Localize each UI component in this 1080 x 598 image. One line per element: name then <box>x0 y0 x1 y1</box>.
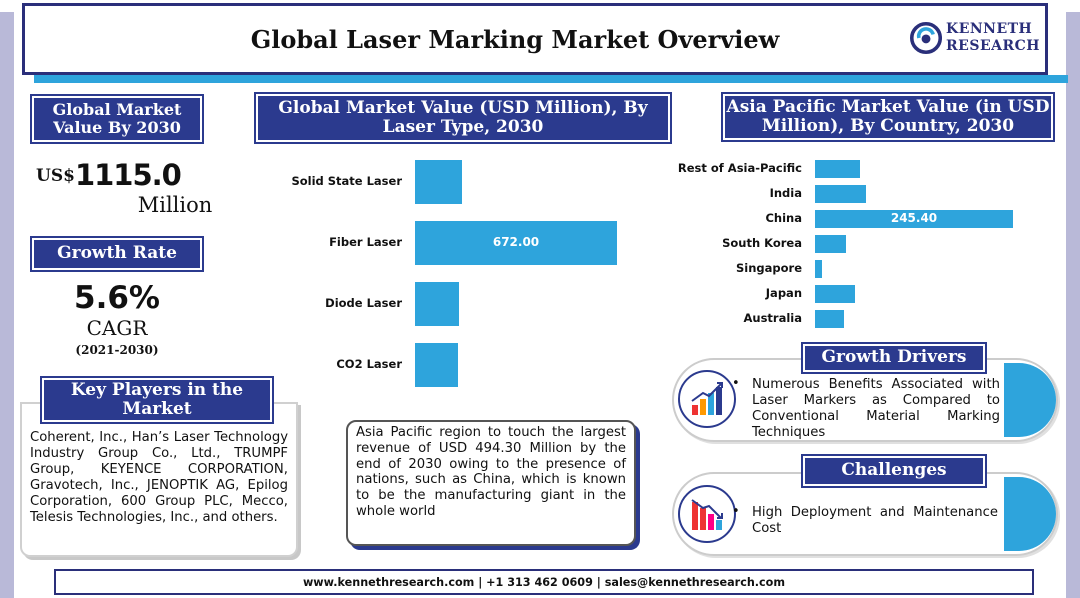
asia-note-box: Asia Pacific region to touch the largest… <box>346 420 636 546</box>
footer-contact: www.kennethresearch.com | +1 313 462 060… <box>302 575 786 589</box>
bar <box>415 282 459 326</box>
title-accent <box>34 75 1068 83</box>
page-title: Global Laser Marking Market Overview <box>250 24 780 54</box>
frame-right <box>1066 12 1080 598</box>
growth-rate-heading: Growth Rate <box>32 238 202 270</box>
challenges-bullet: • <box>732 504 740 519</box>
logo-line2: RESEARCH <box>946 38 1040 54</box>
market-value-currency: US$ <box>36 166 75 186</box>
market-value-block: US$1115.0 <box>36 158 226 192</box>
key-players-heading: Key Players in the Market <box>42 378 272 422</box>
bar <box>815 160 861 178</box>
growth-drivers-bullet: • <box>732 376 740 391</box>
key-players-box: Coherent, Inc., Han’s Laser Technology I… <box>20 402 298 557</box>
bar-label: Japan <box>765 286 802 300</box>
bar-label: Fiber Laser <box>329 235 402 249</box>
bar <box>815 185 866 203</box>
bar <box>815 235 846 253</box>
challenges-text: High Deployment and Maintenance Cost <box>752 505 998 536</box>
growth-rate-label: CAGR <box>86 316 148 340</box>
footer: www.kennethresearch.com | +1 313 462 060… <box>54 569 1034 595</box>
bar <box>815 210 1013 228</box>
key-players-text: Coherent, Inc., Han’s Laser Technology I… <box>30 430 288 525</box>
bar-label: China <box>765 211 802 225</box>
bar-label: Solid State Laser <box>291 174 402 188</box>
challenges-heading: Challenges <box>803 456 985 486</box>
bar <box>415 160 462 204</box>
bar-value-label: 245.40 <box>890 211 938 225</box>
laser-type-chart-title: Global Market Value (USD Million), By La… <box>256 94 670 142</box>
bar-label: Australia <box>743 311 802 325</box>
market-value-unit: Million <box>137 193 213 217</box>
logo-line1: KENNETH <box>946 21 1033 37</box>
growth-drivers-text: Numerous Benefits Associated with Laser … <box>752 377 1000 440</box>
country-chart-title: Asia Pacific Market Value (in USD Millio… <box>723 94 1053 140</box>
bar <box>815 260 823 278</box>
logo-swirl-icon <box>910 21 943 55</box>
frame-left <box>0 12 14 598</box>
growth-rate-value: 5.6% <box>74 280 160 316</box>
bar <box>815 310 845 328</box>
bar <box>815 285 855 303</box>
market-value-heading: Global Market Value By 2030 <box>32 96 202 142</box>
bar <box>415 343 458 387</box>
growth-chart-icon <box>678 370 736 428</box>
bar-label: CO2 Laser <box>336 357 402 371</box>
logo: KENNETH RESEARCH <box>910 16 1040 60</box>
bar-value-label: 672.00 <box>492 235 540 249</box>
bar-label: Rest of Asia-Pacific <box>677 161 802 175</box>
bar <box>415 221 617 265</box>
asia-note-text: Asia Pacific region to touch the largest… <box>356 425 626 519</box>
title-bar: Global Laser Marking Market Overview <box>22 3 1048 75</box>
market-value-amount: 1115.0 <box>74 158 182 192</box>
growth-drivers-heading: Growth Drivers <box>803 344 985 372</box>
growth-drivers-card <box>672 358 1058 442</box>
bar-label: South Korea <box>722 236 802 250</box>
decline-chart-icon <box>678 485 736 543</box>
bar-label: Singapore <box>735 261 802 275</box>
bar-label: India <box>769 186 802 200</box>
growth-rate-period: (2021-2030) <box>75 343 159 357</box>
bar-label: Diode Laser <box>325 296 402 310</box>
